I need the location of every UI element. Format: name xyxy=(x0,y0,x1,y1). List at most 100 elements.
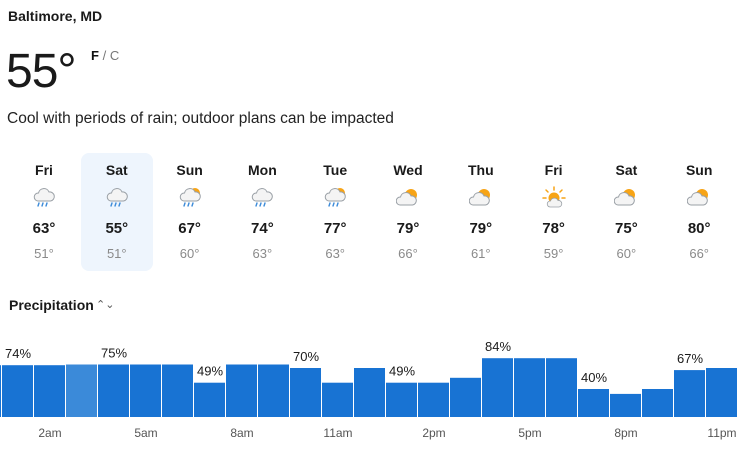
high-temp: 74° xyxy=(251,220,274,237)
low-temp: 51° xyxy=(34,246,54,261)
high-temp: 79° xyxy=(469,220,493,237)
low-temp: 59° xyxy=(543,246,564,261)
forecast-day-sun[interactable]: Sun 80° 66° xyxy=(663,153,735,271)
x-tick-label: 5am xyxy=(134,426,157,440)
precip-data-label: 75% xyxy=(101,346,127,361)
low-temp: 60° xyxy=(616,246,637,261)
precip-data-label: 84% xyxy=(485,339,511,354)
weather-summary: Cool with periods of rain; outdoor plans… xyxy=(7,110,394,127)
high-temp: 67° xyxy=(178,220,201,237)
x-tick-label: 11pm xyxy=(707,426,736,440)
precip-bar[interactable] xyxy=(34,365,65,417)
precip-bar[interactable] xyxy=(610,393,641,417)
partly-sunny-rain-icon xyxy=(324,188,346,207)
day-name: Sat xyxy=(105,162,128,178)
precip-bar[interactable] xyxy=(706,368,737,417)
precip-bar[interactable] xyxy=(642,389,673,417)
forecast-day-thu[interactable]: Thu 79° 61° xyxy=(445,153,517,271)
low-temp: 51° xyxy=(106,246,127,261)
forecast-day-sat[interactable]: Sat 55° 51° xyxy=(80,153,153,271)
chevron-up-down-icon[interactable]: ⌃⌄ xyxy=(96,299,115,311)
precip-bar[interactable] xyxy=(130,364,161,418)
forecast-day-mon[interactable]: Mon 74° 63° xyxy=(226,153,298,271)
partly-sunny-rain-icon xyxy=(179,188,201,207)
precip-bar[interactable] xyxy=(578,389,609,417)
forecast-day-fri[interactable]: Fri 63° 51° xyxy=(8,153,80,271)
precip-bar[interactable] xyxy=(386,382,417,417)
rain-cloud-icon xyxy=(252,188,274,207)
daily-forecast: Fri 63° 51° Sat 55° 51° Sun 67° 60° Mon 74° 63° Tue 7… xyxy=(8,153,749,271)
forecast-day-wed[interactable]: Wed 79° 66° xyxy=(372,153,444,271)
precip-data-label: 49% xyxy=(389,364,415,379)
precip-bar[interactable] xyxy=(98,364,129,418)
x-tick-label: 2pm xyxy=(422,426,445,440)
rain-cloud-icon xyxy=(33,188,55,207)
precip-bar[interactable] xyxy=(226,364,257,418)
precip-data-label: 74% xyxy=(5,346,31,361)
high-temp: 63° xyxy=(32,220,56,237)
unit-celsius-button[interactable]: C xyxy=(109,48,120,63)
precip-bar[interactable] xyxy=(258,364,289,418)
low-temp: 63° xyxy=(252,246,273,261)
day-name: Fri xyxy=(35,162,53,178)
unit-toggle: F / C xyxy=(91,48,119,63)
precip-bar[interactable] xyxy=(322,382,353,417)
rain-cloud-icon xyxy=(106,188,128,207)
x-tick-label: 2am xyxy=(38,426,61,440)
precip-bar[interactable] xyxy=(546,358,577,417)
precip-bar[interactable] xyxy=(674,370,705,417)
low-temp: 63° xyxy=(325,246,346,261)
x-tick-label: 11am xyxy=(323,426,352,440)
current-temperature: 55° xyxy=(6,45,77,98)
day-name: Sat xyxy=(615,162,638,178)
high-temp: 77° xyxy=(323,220,347,237)
forecast-day-sun[interactable]: Sun 67° 60° xyxy=(154,153,226,271)
precip-data-label: 67% xyxy=(677,351,703,366)
precip-bar[interactable] xyxy=(194,382,225,417)
precip-bar[interactable] xyxy=(450,377,481,417)
high-temp: 79° xyxy=(396,220,420,237)
high-temp: 75° xyxy=(615,220,638,237)
precip-data-label: 70% xyxy=(293,349,319,364)
low-temp: 66° xyxy=(398,246,418,261)
day-name: Thu xyxy=(467,162,494,178)
partly-cloudy-icon xyxy=(396,189,417,206)
x-tick-label: 8am xyxy=(230,426,253,440)
day-name: Sun xyxy=(685,162,713,178)
precip-bar[interactable] xyxy=(290,368,321,417)
low-temp: 61° xyxy=(470,246,491,261)
low-temp: 60° xyxy=(179,246,200,261)
partly-cloudy-icon xyxy=(614,189,636,206)
precip-bar[interactable] xyxy=(0,365,1,417)
precip-bar[interactable] xyxy=(2,365,33,417)
precip-bar[interactable] xyxy=(514,358,545,417)
precip-bar[interactable] xyxy=(162,364,193,418)
unit-fahrenheit-button[interactable]: F xyxy=(91,48,99,63)
precipitation-label[interactable]: Precipitation xyxy=(9,297,94,313)
forecast-day-fri[interactable]: Fri 78° 59° xyxy=(518,153,590,271)
x-tick-label: 8pm xyxy=(614,426,637,440)
high-temp: 80° xyxy=(687,220,711,237)
sun-cloud-icon xyxy=(541,186,566,208)
day-name: Fri xyxy=(544,162,563,178)
partly-cloudy-icon xyxy=(468,189,490,206)
low-temp: 66° xyxy=(689,246,710,261)
precip-data-label: 40% xyxy=(581,370,607,385)
unit-separator: / xyxy=(102,48,107,63)
day-name: Mon xyxy=(248,162,277,178)
precip-bar[interactable] xyxy=(66,364,97,418)
partly-cloudy-icon xyxy=(687,189,709,206)
day-name: Tue xyxy=(323,162,348,178)
precip-data-label: 49% xyxy=(197,364,223,379)
forecast-day-tue[interactable]: Tue 77° 63° xyxy=(299,153,371,271)
high-temp: 78° xyxy=(542,220,565,237)
precip-bar[interactable] xyxy=(354,368,385,417)
day-name: Wed xyxy=(393,162,423,178)
high-temp: 55° xyxy=(105,220,129,237)
precip-bar[interactable] xyxy=(482,358,513,417)
location-title: Baltimore, MD xyxy=(8,8,103,24)
day-name: Sun xyxy=(176,162,203,178)
forecast-day-sat[interactable]: Sat 75° 60° xyxy=(590,153,662,271)
precipitation-chart: 74% 75% 49% 70% 49% 84% 40% 67% 2am 5am 8am 11am 2pm… xyxy=(0,339,737,440)
precip-bar[interactable] xyxy=(418,382,449,417)
